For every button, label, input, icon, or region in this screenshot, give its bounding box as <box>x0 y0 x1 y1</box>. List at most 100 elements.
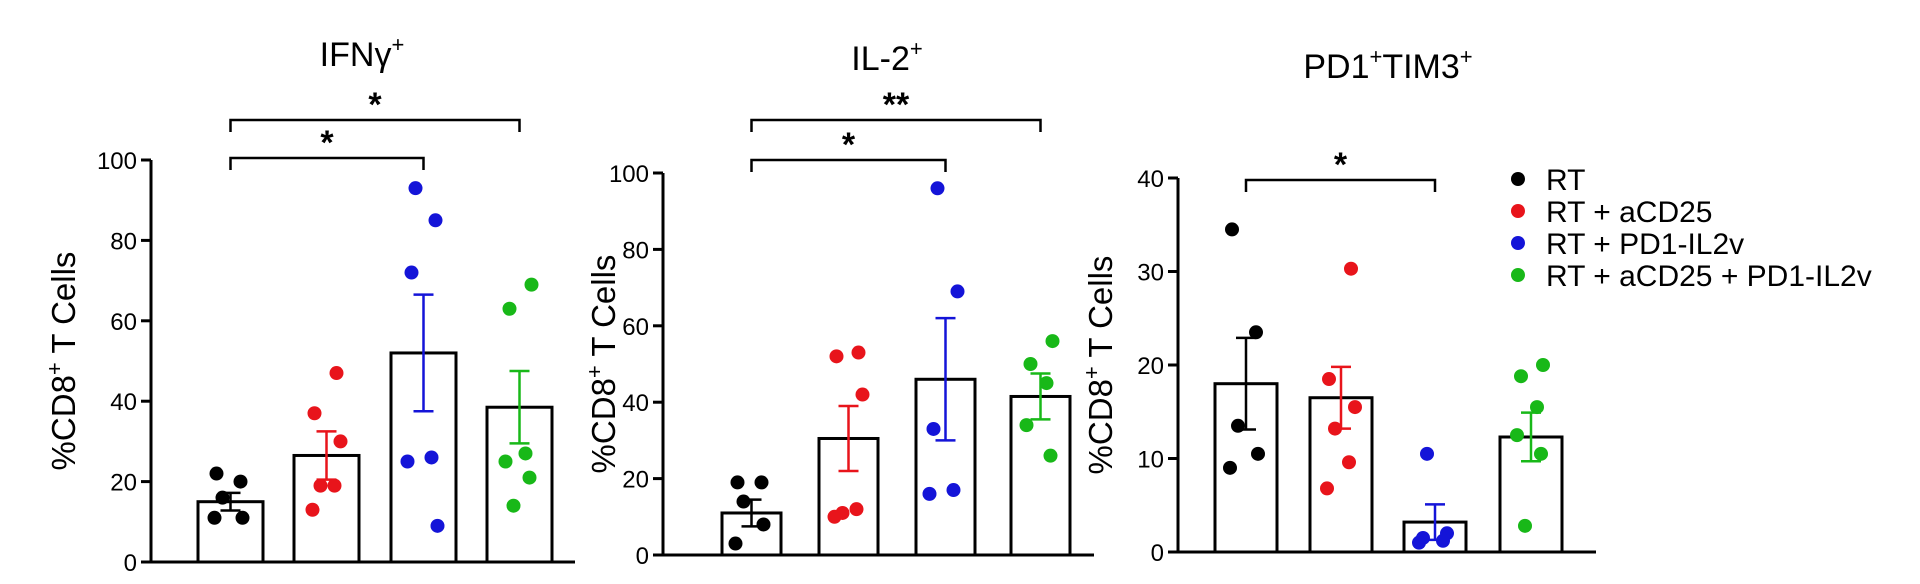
y-axis-label-superscript: + <box>42 362 67 375</box>
legend-marker <box>1511 172 1525 186</box>
y-axis-label-text: %CD8 <box>45 375 82 470</box>
y-tick-label: 100 <box>97 148 137 175</box>
chart-title-main: IL-2 <box>851 40 910 78</box>
data-point <box>428 213 443 228</box>
data-point <box>1322 372 1336 387</box>
data-point <box>1225 222 1239 237</box>
legend-label: RT <box>1546 164 1585 197</box>
data-point <box>1019 418 1034 433</box>
data-point <box>424 450 439 465</box>
y-tick-label: 40 <box>622 390 649 417</box>
y-tick-label: 60 <box>110 309 137 336</box>
y-tick-label: 0 <box>1151 540 1164 567</box>
significance-label: ** <box>883 86 910 124</box>
data-point <box>756 517 771 532</box>
data-point <box>829 349 844 364</box>
y-axis-label-superscript: + <box>582 365 607 378</box>
data-point <box>1328 421 1342 436</box>
data-point <box>522 470 537 485</box>
data-point <box>1510 428 1524 443</box>
data-point <box>1043 448 1058 463</box>
data-point <box>1536 358 1550 372</box>
chart-title-main-2: TIM3 <box>1382 48 1459 86</box>
y-tick-label: 20 <box>110 470 137 497</box>
chart-title: IL-2+ <box>851 36 922 78</box>
data-point <box>849 502 864 517</box>
data-point <box>1251 446 1265 461</box>
data-point <box>855 387 870 402</box>
data-point <box>524 277 539 292</box>
data-point <box>730 475 745 490</box>
data-point <box>209 466 224 481</box>
y-axis-label-suffix: T Cells <box>1082 256 1119 367</box>
data-point <box>502 301 517 316</box>
y-tick-label: 10 <box>1137 447 1164 474</box>
data-point <box>1320 481 1334 496</box>
data-point <box>498 454 513 469</box>
legend-label: RT + aCD25 + PD1-IL2v <box>1546 260 1872 293</box>
chart-title-superscript: + <box>391 32 404 57</box>
significance-label: * <box>1334 146 1348 184</box>
significance-bracket <box>750 118 1042 132</box>
y-tick-label: 60 <box>622 314 649 341</box>
significance-label: * <box>368 86 382 124</box>
chart-title-superscript-2: + <box>1460 44 1473 69</box>
y-tick-label: 100 <box>609 161 649 188</box>
data-point <box>1023 357 1038 371</box>
significance-label: * <box>842 126 856 164</box>
data-point <box>506 498 521 513</box>
data-point <box>736 494 751 509</box>
data-point <box>930 181 945 196</box>
chart-title: PD1+TIM3+ <box>1303 44 1472 86</box>
y-axis-label: %CD8+ T Cells <box>1079 256 1119 475</box>
data-point <box>313 478 328 493</box>
y-tick-label: 80 <box>110 228 137 255</box>
data-point <box>305 502 320 517</box>
data-point <box>1223 460 1237 475</box>
chart-title-main: PD1 <box>1303 48 1369 86</box>
data-point <box>329 366 344 381</box>
y-axis-label: %CD8+ T Cells <box>42 252 82 471</box>
legend-label: RT + PD1-IL2v <box>1546 228 1744 261</box>
chart-title-main: IFNγ <box>320 36 392 74</box>
data-point <box>215 490 230 505</box>
data-point <box>1518 518 1532 533</box>
data-point <box>1344 261 1358 276</box>
legend-marker <box>1511 236 1525 250</box>
significance-bracket <box>229 118 521 132</box>
y-tick-label: 40 <box>110 389 137 416</box>
y-axis-label-text: %CD8 <box>1082 379 1119 474</box>
data-point <box>207 510 222 525</box>
data-point <box>430 518 445 533</box>
chart-title: IFNγ+ <box>320 32 405 74</box>
y-tick-label: 30 <box>1137 260 1164 287</box>
data-point <box>307 406 322 421</box>
data-point <box>827 509 842 524</box>
y-axis-label: %CD8+ T Cells <box>582 255 622 474</box>
y-tick-label: 20 <box>1137 353 1164 380</box>
data-point <box>1530 400 1544 415</box>
data-point <box>1045 334 1060 349</box>
y-axis-label-suffix: T Cells <box>45 252 82 363</box>
data-point <box>1342 455 1356 470</box>
significance-label: * <box>320 124 334 162</box>
data-point <box>946 483 961 498</box>
data-point <box>1039 376 1054 391</box>
y-tick-label: 20 <box>622 467 649 494</box>
chart-title-superscript: + <box>1369 44 1382 69</box>
data-point <box>926 421 941 436</box>
y-tick-label: 0 <box>124 550 137 577</box>
y-tick-label: 80 <box>622 237 649 264</box>
data-point <box>1231 418 1245 433</box>
data-point <box>1436 533 1450 548</box>
data-point <box>728 536 743 551</box>
data-point <box>233 474 248 489</box>
y-tick-label: 40 <box>1137 166 1164 193</box>
chart-title-superscript: + <box>910 36 923 61</box>
